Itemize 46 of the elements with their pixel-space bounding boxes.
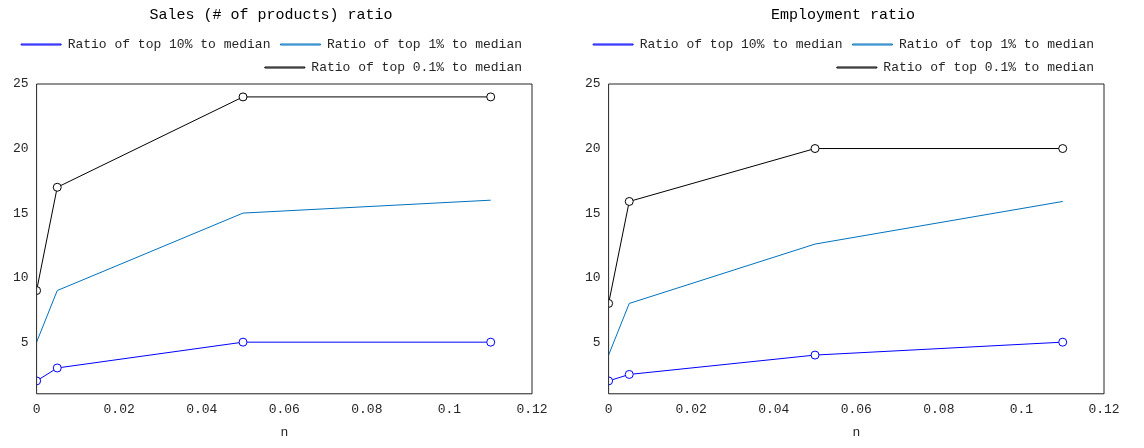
y-tick-label: 10 bbox=[12, 270, 29, 286]
y-tick-label: 15 bbox=[584, 205, 601, 221]
y-tick-label: 20 bbox=[12, 140, 29, 156]
x-tick-label: 0 bbox=[32, 402, 41, 418]
y-tick-label: 5 bbox=[592, 334, 601, 350]
x-tick-label: 0.02 bbox=[675, 402, 707, 418]
x-tick-label: 0.12 bbox=[1088, 402, 1120, 418]
point bbox=[810, 350, 820, 360]
y-tick-label: 25 bbox=[12, 76, 29, 92]
legend-label: Ratio of top 1% to median bbox=[898, 36, 1095, 52]
y-tick-label: 5 bbox=[20, 334, 29, 350]
chart-title: Sales (# of products) ratio bbox=[149, 6, 393, 24]
y-tick-label: 15 bbox=[12, 205, 29, 221]
x-tick-label: 0.1 bbox=[1009, 402, 1034, 418]
point bbox=[238, 92, 248, 102]
point bbox=[1058, 337, 1068, 347]
point bbox=[52, 182, 62, 192]
x-tick-label: 0.02 bbox=[103, 402, 135, 418]
point bbox=[810, 144, 820, 154]
point bbox=[238, 337, 248, 347]
x-axis-title: n bbox=[852, 424, 861, 440]
x-tick-label: 0.04 bbox=[758, 402, 790, 418]
x-tick-label: 0.08 bbox=[351, 402, 383, 418]
x-tick-label: 0.04 bbox=[186, 402, 218, 418]
point bbox=[1058, 144, 1068, 154]
legend-label: Ratio of top 10% to median bbox=[639, 36, 843, 52]
chart-title: Employment ratio bbox=[770, 6, 916, 24]
point bbox=[624, 369, 634, 379]
point bbox=[486, 92, 496, 102]
legend-label: Ratio of top 1% to median bbox=[326, 36, 523, 52]
point bbox=[624, 196, 634, 206]
y-tick-label: 10 bbox=[584, 270, 601, 286]
x-tick-label: 0.06 bbox=[268, 402, 300, 418]
x-tick-label: 0 bbox=[604, 402, 613, 418]
y-tick-label: 20 bbox=[584, 140, 601, 156]
x-axis-title: n bbox=[280, 424, 289, 440]
legend-label: Ratio of top 0.1% to median bbox=[883, 59, 1095, 75]
x-tick-label: 0.12 bbox=[516, 402, 548, 418]
legend-label: Ratio of top 0.1% to median bbox=[311, 59, 523, 75]
y-tick-label: 25 bbox=[584, 76, 601, 92]
x-tick-label: 0.1 bbox=[437, 402, 462, 418]
point bbox=[52, 363, 62, 373]
x-tick-label: 0.08 bbox=[923, 402, 955, 418]
x-tick-label: 0.06 bbox=[840, 402, 872, 418]
legend-label: Ratio of top 10% to median bbox=[67, 36, 271, 52]
point bbox=[486, 337, 496, 347]
